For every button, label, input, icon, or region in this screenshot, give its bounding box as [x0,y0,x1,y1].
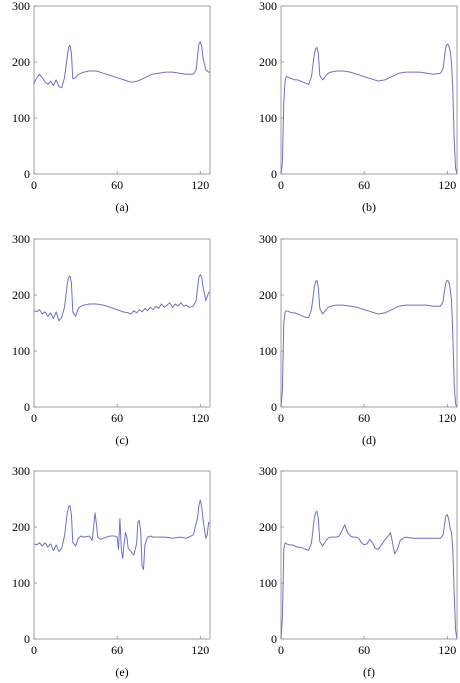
series-line [33,41,210,89]
x-tick-label: 120 [191,178,209,192]
series-line [280,43,458,175]
series-line [280,510,458,640]
x-tick-label: 0 [278,643,284,657]
y-tick-label: 200 [259,520,277,534]
chart-panel: 0 100 200 300 0 60 120 (f) [259,464,458,679]
y-tick-label: 0 [271,632,277,646]
y-tick-label: 100 [12,576,30,590]
x-tick-label: 120 [438,178,456,192]
series-line [280,279,458,408]
x-tick-label: 0 [278,178,284,192]
y-tick-label: 0 [271,167,277,181]
y-tick-label: 0 [271,400,277,414]
chart-panel: 0 100 200 300 0 60 120 (a) [12,0,211,214]
x-tick-label: 120 [438,643,456,657]
x-tick-label: 60 [358,643,370,657]
panel-caption: (d) [362,433,376,447]
x-tick-label: 0 [278,411,284,425]
y-tick-label: 100 [259,344,277,358]
y-tick-label: 300 [259,464,277,478]
chart-panel: 0 100 200 300 0 60 120 (c) [12,232,211,447]
y-tick-label: 100 [12,344,30,358]
x-tick-label: 0 [31,411,37,425]
x-tick-label: 60 [111,643,123,657]
panel-caption: (b) [362,200,376,214]
x-tick-label: 60 [111,178,123,192]
x-tick-label: 0 [31,178,37,192]
x-tick-label: 120 [438,411,456,425]
x-tick-label: 60 [358,178,370,192]
y-tick-label: 200 [12,288,30,302]
chart-panel: 0 100 200 300 0 60 120 (e) [12,464,211,679]
y-tick-label: 0 [24,167,30,181]
y-tick-label: 300 [12,464,30,478]
x-tick-label: 120 [191,411,209,425]
x-tick-label: 120 [191,643,209,657]
series-line [33,274,211,322]
plot-frame [33,238,211,408]
chart-panel: 0 100 200 300 0 60 120 (d) [259,232,458,447]
y-tick-label: 300 [12,0,30,13]
series-line [33,499,211,571]
plot-frame [280,238,458,408]
x-tick-label: 60 [111,411,123,425]
plot-frame [280,5,458,175]
y-tick-label: 0 [24,400,30,414]
panel-caption: (c) [115,433,128,447]
y-tick-label: 200 [259,288,277,302]
y-tick-label: 200 [259,55,277,69]
y-tick-label: 100 [12,111,30,125]
y-tick-label: 300 [259,232,277,246]
y-tick-label: 200 [12,55,30,69]
x-tick-label: 60 [358,411,370,425]
chart-panel: 0 100 200 300 0 60 120 (b) [259,0,458,214]
y-tick-label: 200 [12,520,30,534]
panel-caption: (a) [115,200,128,214]
plot-frame [280,470,458,640]
y-tick-label: 0 [24,632,30,646]
plot-frame [33,470,211,640]
y-tick-label: 300 [12,232,30,246]
panel-caption: (f) [363,665,375,679]
panel-caption: (e) [115,665,128,679]
x-tick-label: 0 [31,643,37,657]
y-tick-label: 300 [259,0,277,13]
y-tick-label: 100 [259,576,277,590]
y-tick-label: 100 [259,111,277,125]
plot-frame [33,5,211,175]
